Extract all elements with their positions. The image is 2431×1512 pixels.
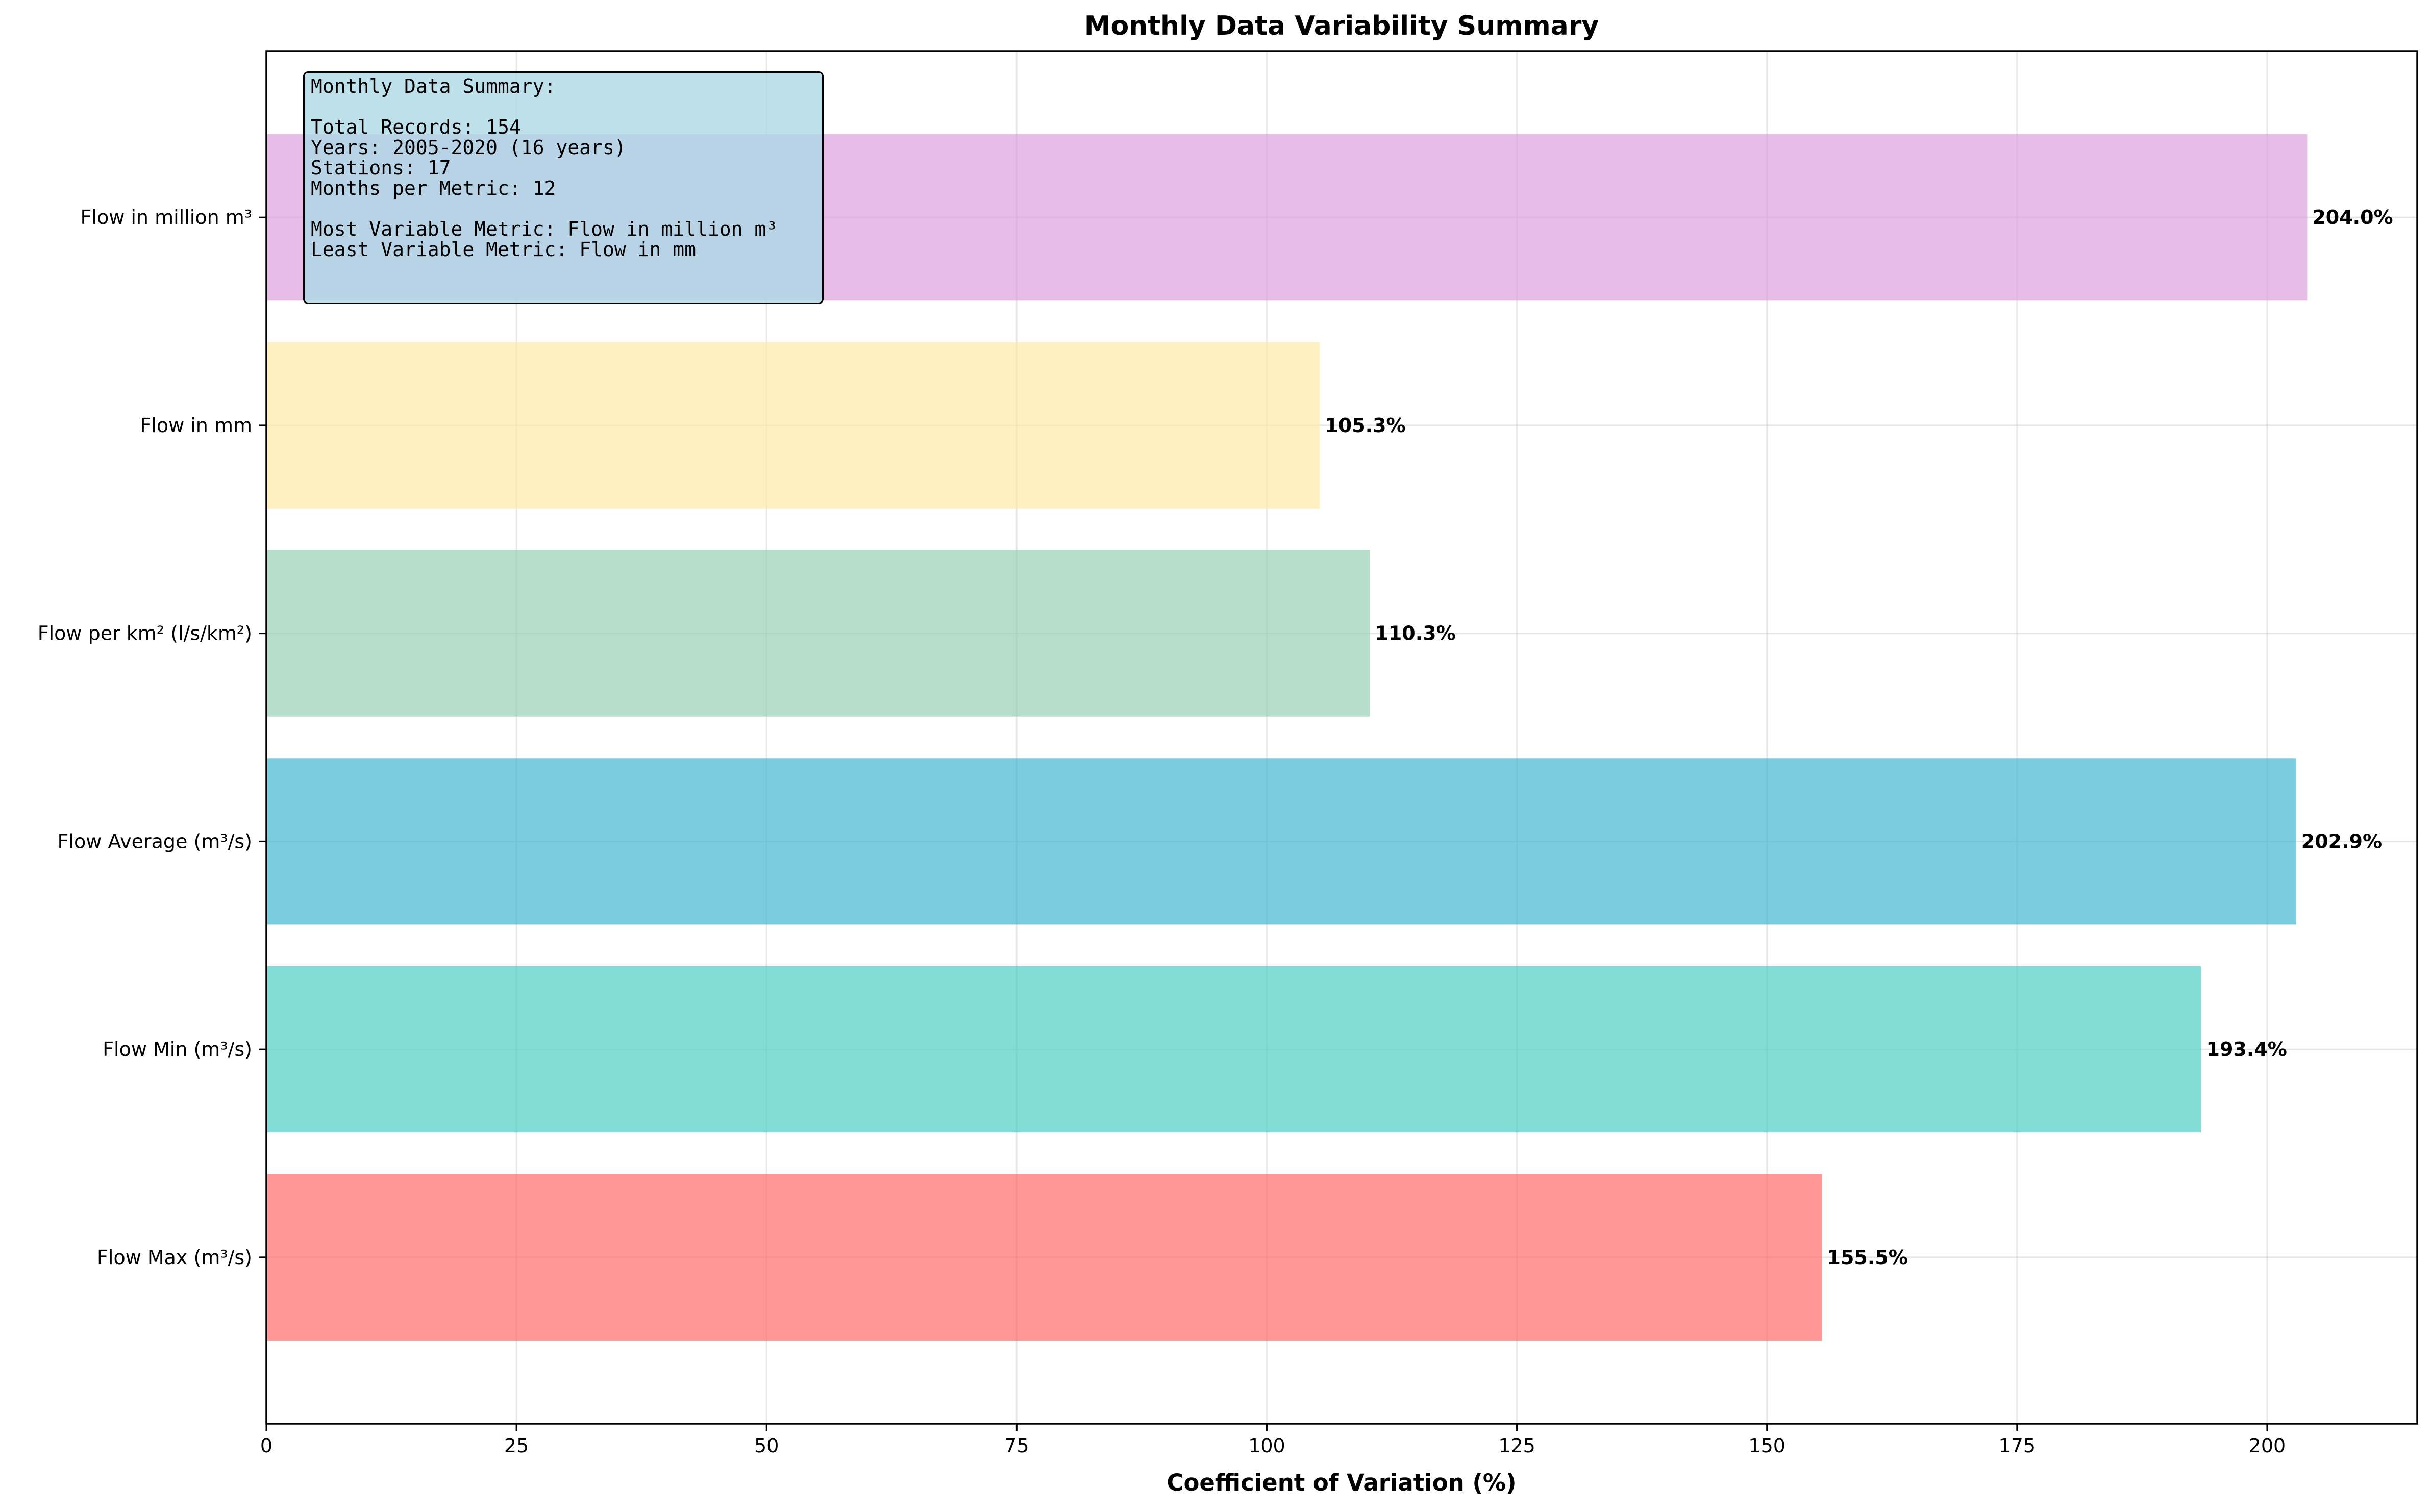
summary-spacer	[311, 198, 816, 219]
y-tick-label: Flow in mm	[140, 414, 252, 437]
bar-value-label: 193.4%	[2206, 1038, 2287, 1061]
x-tick-label: 150	[1748, 1434, 1785, 1457]
x-tick-label: 75	[1004, 1434, 1029, 1457]
x-tick-label: 125	[1498, 1434, 1535, 1457]
y-tick-label: Flow Max (m³/s)	[97, 1246, 252, 1269]
x-tick-label: 100	[1248, 1434, 1285, 1457]
y-tick-label: Flow in million m³	[81, 206, 252, 229]
summary-least-variable: Least Variable Metric: Flow in mm	[311, 238, 696, 261]
bar	[266, 550, 1370, 717]
bar-value-label: 204.0%	[2312, 206, 2393, 229]
summary-most-variable: Most Variable Metric: Flow in million m³	[311, 218, 778, 240]
summary-box: Monthly Data Summary: Total Records: 154…	[303, 71, 824, 304]
x-axis-label: Coefficient of Variation (%)	[1167, 1469, 1516, 1496]
x-tick-label: 200	[2249, 1434, 2286, 1457]
x-tick-label: 175	[1999, 1434, 2036, 1457]
bar-value-label: 105.3%	[1325, 414, 1405, 437]
summary-spacer	[311, 96, 816, 117]
summary-years: Years: 2005-2020 (16 years)	[311, 136, 626, 159]
bar	[266, 1174, 1822, 1341]
y-tick-label: Flow per km² (l/s/km²)	[38, 622, 252, 645]
plot-frame	[265, 50, 2418, 1425]
x-tick-label: 25	[504, 1434, 529, 1457]
bar	[266, 966, 2201, 1133]
bar-value-label: 202.9%	[2301, 830, 2382, 852]
bar-value-label: 155.5%	[1827, 1246, 1908, 1269]
bar-value-label: 110.3%	[1375, 622, 1455, 645]
data-labels: 155.5% 193.4% 202.9% 110.3% 105.3% 204.0%	[1325, 206, 2393, 1269]
bar	[266, 342, 1320, 509]
bars	[266, 134, 2308, 1341]
y-tick-label: Flow Min (m³/s)	[103, 1038, 252, 1061]
summary-stations: Stations: 17	[311, 157, 451, 179]
bar	[266, 758, 2296, 925]
y-tick-label: Flow Average (m³/s)	[58, 830, 252, 852]
x-tick-label: 50	[754, 1434, 779, 1457]
x-tick-label: 0	[260, 1434, 272, 1457]
y-axis-ticks: Flow Max (m³/s) Flow Min (m³/s) Flow Avera…	[38, 206, 266, 1269]
summary-months-per-metric: Months per Metric: 12	[311, 177, 556, 199]
chart-title: Monthly Data Variability Summary	[1084, 11, 1599, 41]
summary-total-records: Total Records: 154	[311, 116, 521, 138]
summary-heading: Monthly Data Summary:	[311, 75, 556, 97]
x-axis-ticks: 0 25 50 75 100 125 150 175 200	[260, 1424, 2286, 1457]
